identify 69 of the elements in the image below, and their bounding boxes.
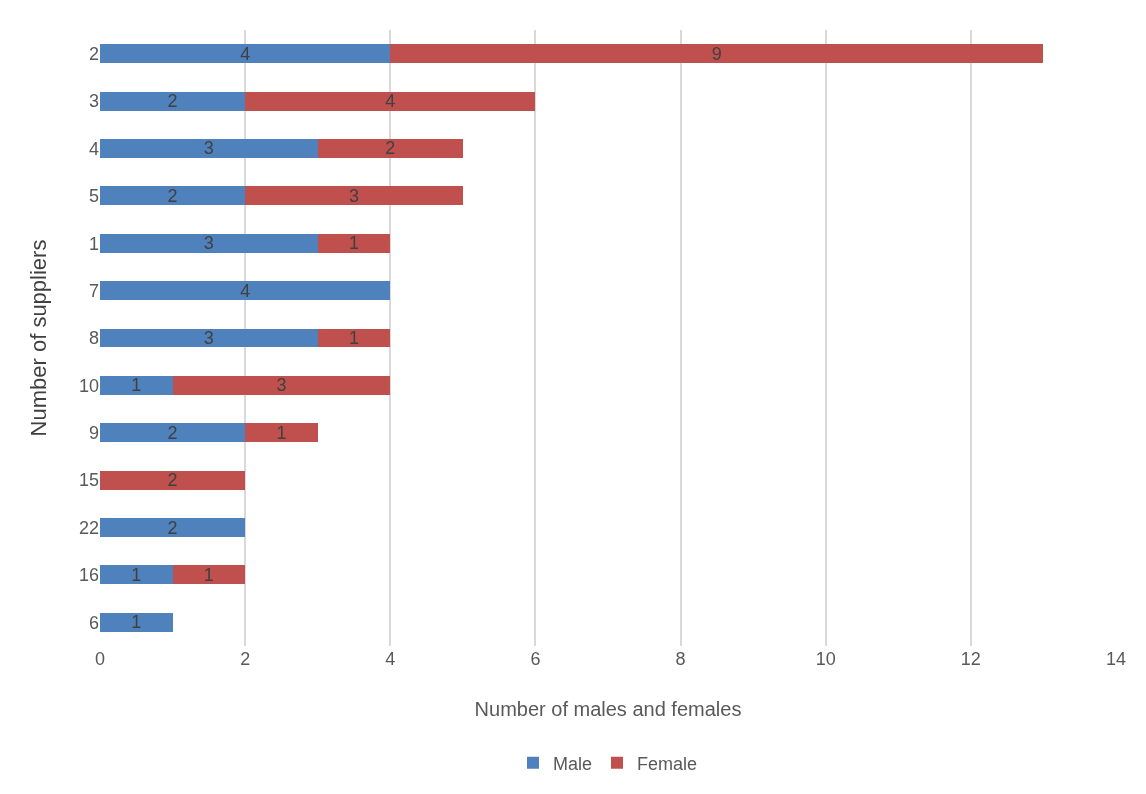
data-label: 2 [167, 185, 178, 206]
bar [172, 375, 391, 395]
y-tick-label: 3 [88, 91, 99, 112]
data-label: 3 [348, 185, 360, 206]
data-label: 2 [385, 138, 396, 159]
x-tick-label: 6 [530, 649, 541, 669]
legend-label: Male [553, 753, 593, 774]
bar [100, 470, 246, 490]
data-label: 1 [348, 233, 360, 254]
x-tick-label: 12 [960, 649, 981, 669]
y-tick-label: 22 [78, 517, 99, 538]
x-tick-label: 4 [385, 649, 396, 669]
data-label: 3 [203, 233, 214, 254]
bar [317, 233, 391, 253]
x-tick-label: 0 [94, 649, 106, 669]
data-label: 1 [131, 612, 142, 633]
x-tick-label: 14 [1105, 649, 1127, 669]
bar [100, 328, 318, 348]
y-tick-label: 15 [78, 470, 99, 491]
bar [317, 138, 463, 158]
x-axis-title: Number of males and females [474, 698, 742, 720]
bar [100, 612, 173, 632]
bar [245, 186, 463, 206]
data-label: 2 [167, 91, 178, 112]
data-label: 2 [167, 422, 178, 443]
x-tick-label: 2 [240, 649, 251, 669]
bar [390, 44, 1044, 64]
x-tick-label: 10 [815, 649, 836, 669]
bar [245, 91, 536, 111]
data-label: 3 [203, 138, 214, 159]
y-tick-label: 6 [88, 612, 99, 633]
y-tick-label: 16 [78, 565, 99, 586]
bar [100, 91, 246, 111]
bar [100, 375, 173, 395]
bar [100, 281, 391, 301]
bar [100, 423, 246, 443]
data-label: 1 [203, 564, 214, 585]
data-label: 2 [167, 470, 178, 491]
bar [100, 138, 318, 158]
data-label: 3 [203, 328, 214, 348]
data-label: 4 [240, 43, 251, 64]
bar [172, 565, 246, 585]
data-label: 1 [131, 375, 142, 396]
bar [100, 44, 391, 64]
data-label: 4 [385, 91, 396, 112]
y-tick-label: 7 [88, 280, 99, 301]
bar [317, 328, 391, 348]
data-label: 9 [711, 43, 722, 64]
y-tick-label: 4 [88, 138, 99, 159]
bar [100, 233, 318, 253]
data-label: 3 [276, 375, 287, 396]
data-label: 4 [240, 280, 251, 301]
bar [100, 186, 246, 206]
data-label: 2 [167, 517, 178, 538]
y-tick-label: 1 [88, 233, 99, 254]
y-tick-label: 8 [88, 328, 99, 349]
legend-label: Female [637, 753, 698, 774]
bar [245, 423, 318, 443]
data-label: 1 [348, 328, 360, 348]
y-axis-title: Number of suppliers [26, 239, 51, 437]
bar [100, 518, 246, 538]
data-label: 1 [276, 422, 287, 443]
y-tick-label: 5 [88, 186, 99, 207]
y-tick-label: 10 [78, 375, 99, 396]
x-tick-label: 8 [675, 649, 686, 669]
y-tick-label: 2 [88, 43, 99, 64]
y-tick-label: 9 [88, 423, 99, 444]
data-label: 1 [131, 564, 142, 585]
bar [100, 565, 173, 585]
